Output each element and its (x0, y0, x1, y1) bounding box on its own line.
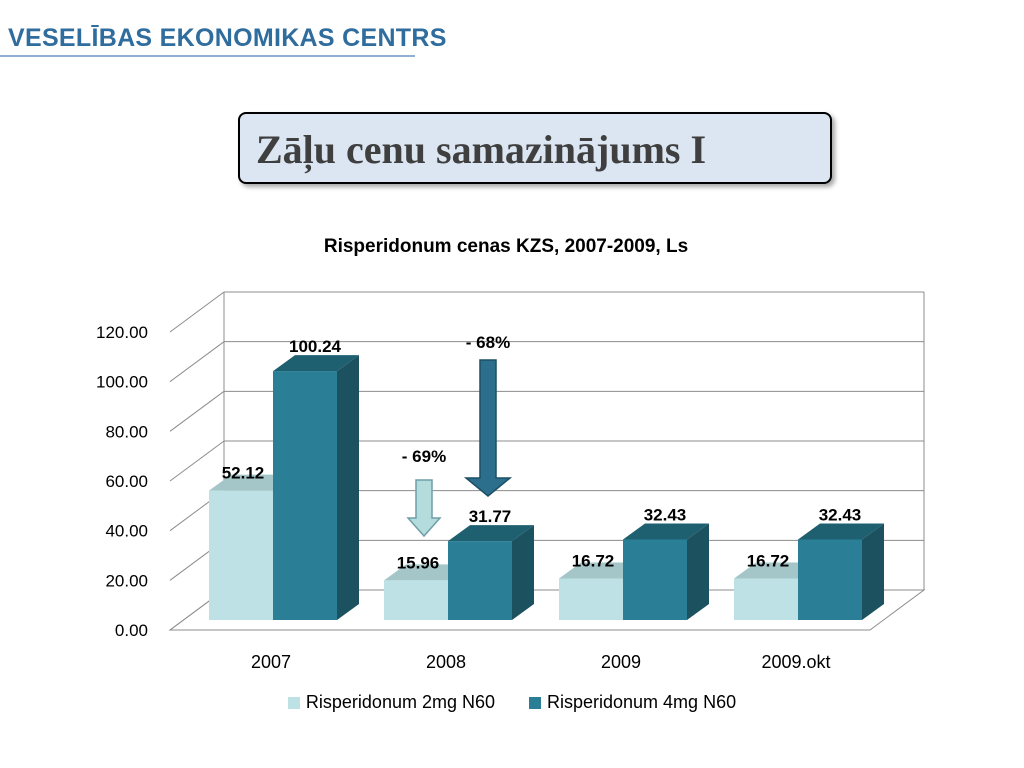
legend-label-series-1: Risperidonum 2mg N60 (305, 692, 495, 712)
annotation-label: - 68% (466, 333, 510, 352)
legend-item-series-1: Risperidonum 2mg N60 (287, 692, 495, 713)
bar-series-1 (734, 578, 798, 620)
y-tick-label: 120.00 (96, 323, 148, 342)
bar-series-2 (448, 541, 512, 620)
chart-legend: Risperidonum 2mg N60 Risperidonum 4mg N6… (0, 692, 1024, 713)
y-tick-label: 40.00 (105, 522, 148, 541)
data-label-series-2: 31.77 (469, 507, 512, 526)
bar-series-2-side (337, 355, 359, 620)
data-label-series-1: 52.12 (222, 464, 265, 483)
bar-series-1 (559, 578, 623, 620)
x-tick-label: 2008 (426, 652, 466, 672)
gridline-side (169, 291, 225, 333)
x-tick-label: 2009.okt (761, 652, 830, 672)
legend-swatch-series-1 (287, 696, 300, 709)
y-tick-label: 60.00 (105, 472, 148, 491)
data-label-series-2: 100.24 (289, 337, 342, 356)
y-tick-label: 100.00 (96, 373, 148, 392)
gridline-side (169, 440, 225, 482)
x-tick-label: 2009 (601, 652, 641, 672)
chart-title: Risperidonum cenas KZS, 2007-2009, Ls (323, 236, 689, 257)
gridline-side (169, 390, 225, 432)
data-label-series-2: 32.43 (644, 505, 687, 524)
legend-item-series-2: Risperidonum 4mg N60 (529, 692, 736, 713)
bar-series-2 (798, 539, 862, 620)
y-tick-label: 20.00 (105, 571, 148, 590)
bar-series-1 (384, 580, 448, 620)
legend-swatch-series-2 (529, 696, 541, 709)
data-label-series-2: 32.43 (819, 505, 862, 524)
bar-series-2 (273, 371, 337, 620)
y-tick-label: 80.00 (105, 422, 148, 441)
bar-series-2-top (623, 523, 709, 540)
slide-title: Zāļu cenu samazinājums I (256, 127, 707, 172)
slide-title-box: Zāļu cenu samazinājums I (238, 112, 832, 184)
bar-series-2-top (448, 525, 534, 542)
bar-series-2-side (862, 523, 884, 620)
bar-series-2-side (512, 525, 534, 620)
y-tick-label: 0.00 (115, 621, 148, 640)
header-underline (0, 55, 415, 57)
organization-header: VESELĪBAS EKONOMIKAS CENTRS (8, 24, 447, 52)
legend-label-series-2: Risperidonum 4mg N60 (547, 692, 737, 712)
data-label-series-1: 16.72 (747, 551, 790, 570)
data-label-series-1: 15.96 (397, 553, 440, 572)
x-tick-label: 2007 (251, 652, 291, 672)
bar-series-2 (623, 539, 687, 620)
bar-series-2-top (273, 355, 359, 372)
gridline-side (169, 341, 225, 383)
bar-series-1 (209, 490, 273, 620)
bar-series-2-top (798, 523, 884, 540)
decrease-arrow-series-2 (463, 359, 513, 497)
data-label-series-1: 16.72 (572, 551, 615, 570)
decrease-arrow-series-1 (406, 479, 442, 538)
bar-series-2-side (687, 523, 709, 620)
annotation-label: - 69% (402, 447, 446, 466)
